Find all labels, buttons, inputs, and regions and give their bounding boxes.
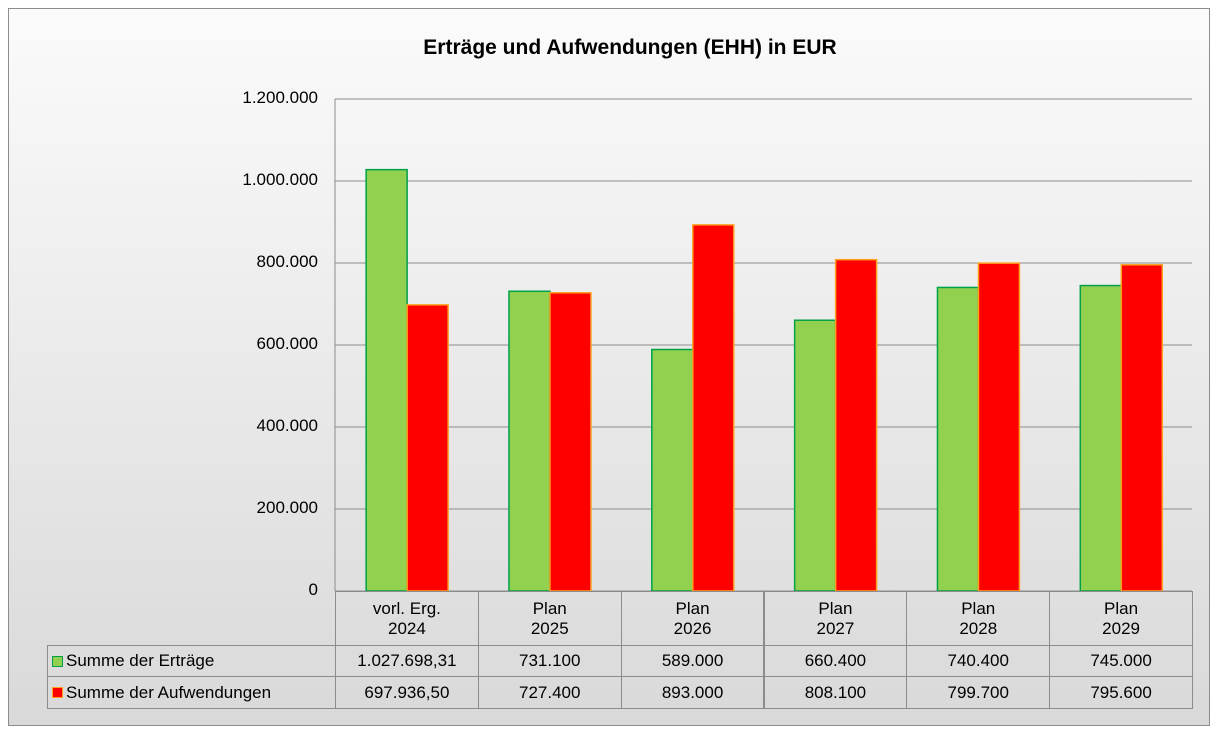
bar (977, 262, 1021, 592)
table-value: 731.100 (477, 645, 622, 677)
table-value: 740.400 (906, 645, 1051, 677)
category-label: Plan 2029 (1049, 591, 1193, 646)
category-label: vorl. Erg. 2024 (335, 591, 479, 646)
bar (936, 286, 980, 592)
bar (692, 224, 735, 592)
chart-title: Erträge und Aufwendungen (EHH) in EUR (423, 36, 837, 59)
bar (793, 319, 837, 592)
bar (508, 290, 551, 592)
y-tick-label: 0 (308, 580, 318, 599)
table-value: 799.700 (906, 676, 1051, 709)
legend-key (52, 687, 63, 698)
table-value: 745.000 (1049, 645, 1193, 677)
legend-label: Summe der Erträge (66, 651, 215, 670)
table-value: 727.400 (477, 676, 622, 709)
bar (1120, 264, 1164, 592)
bar (834, 258, 878, 592)
legend-entry: Summe der Erträge (47, 645, 336, 677)
y-tick-label: 400.000 (256, 416, 318, 435)
bar (549, 292, 592, 592)
bar (365, 168, 408, 592)
legend-key (52, 655, 63, 667)
y-tick-label: 200.000 (256, 498, 318, 517)
category-label: Plan 2026 (620, 591, 765, 646)
y-tick-label: 1.200.000 (242, 88, 318, 107)
table-value: 1.027.698,31 (335, 645, 479, 677)
y-tick-label: 1.000.000 (242, 170, 318, 189)
category-label: Plan 2027 (763, 591, 908, 646)
bar (406, 304, 449, 592)
bar (1079, 284, 1123, 592)
table-value: 795.600 (1049, 676, 1193, 709)
y-tick-label: 800.000 (256, 252, 318, 271)
y-tick-label: 600.000 (256, 334, 318, 353)
table-value: 589.000 (620, 645, 765, 677)
category-label: Plan 2028 (906, 591, 1051, 646)
legend-entry: Summe der Aufwendungen (47, 676, 336, 709)
table-value: 893.000 (620, 676, 765, 709)
table-value: 808.100 (763, 676, 908, 709)
table-value: 660.400 (763, 645, 908, 677)
legend-label: Summe der Aufwendungen (66, 682, 272, 702)
category-label: Plan 2025 (477, 591, 622, 646)
table-value: 697.936,50 (335, 676, 479, 709)
bar (651, 348, 694, 592)
